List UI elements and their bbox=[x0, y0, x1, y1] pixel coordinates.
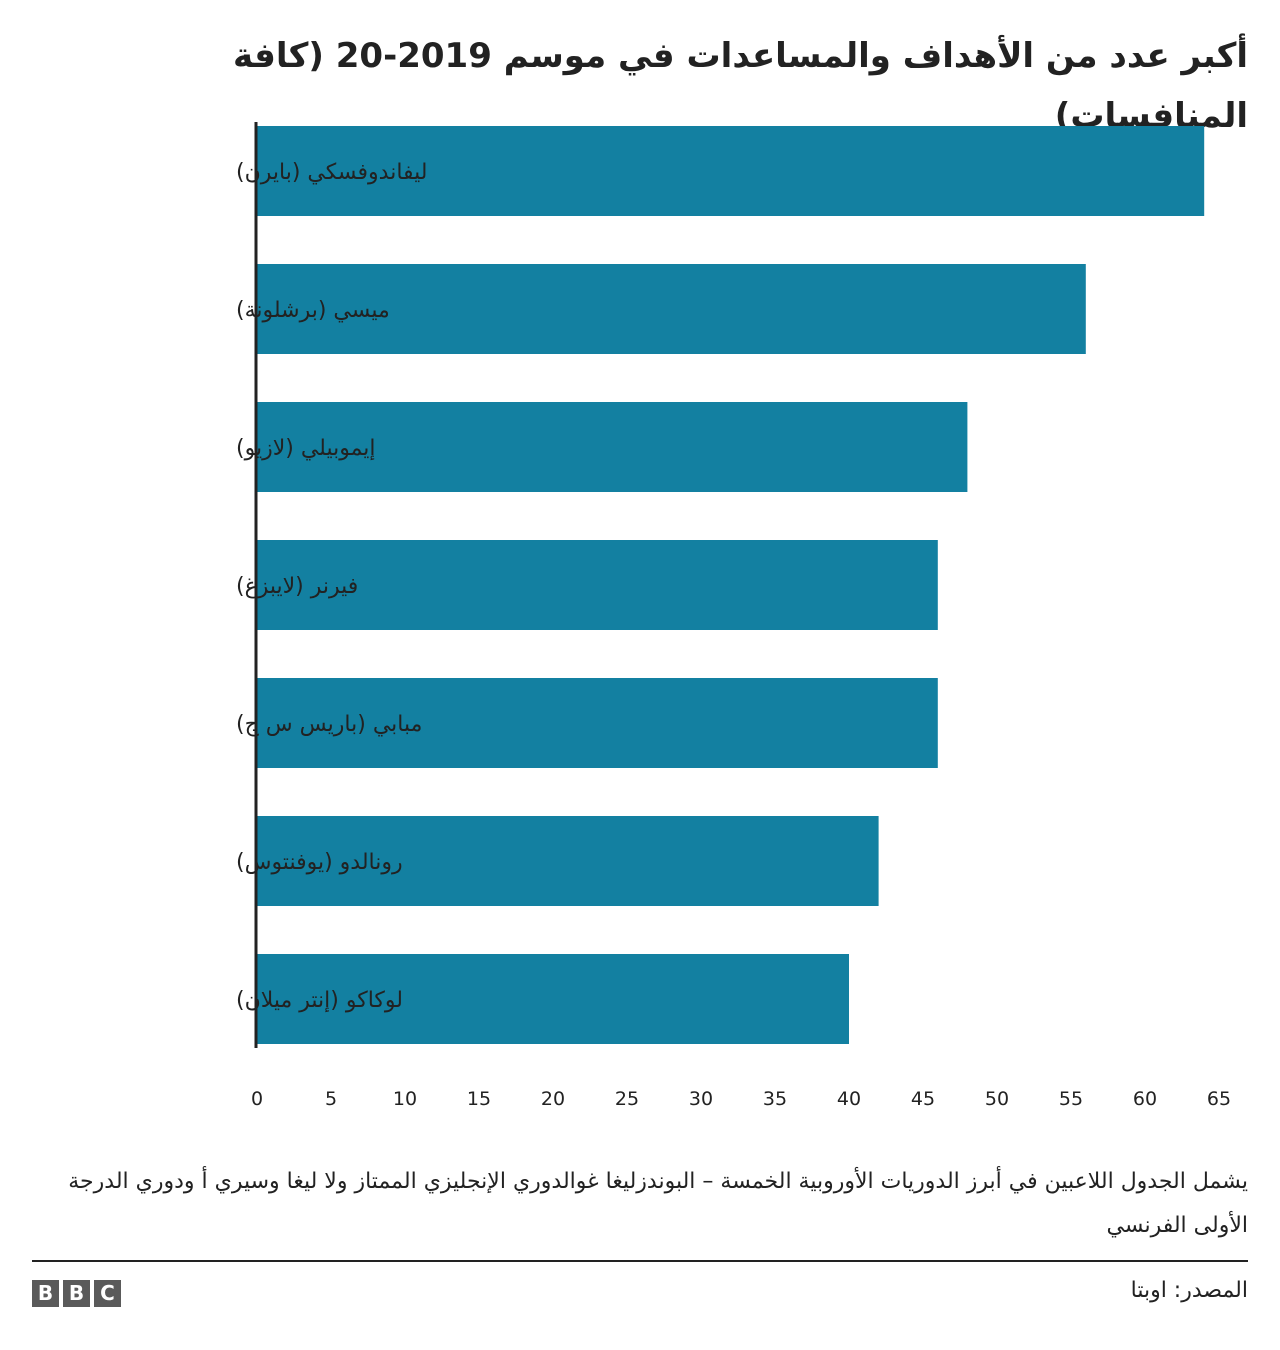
bar bbox=[257, 126, 1205, 216]
bar bbox=[257, 402, 968, 492]
chart-note: يشمل الجدول اللاعبين في أبرز الدوريات ال… bbox=[68, 1169, 1248, 1238]
x-tick-label: 40 bbox=[837, 1088, 861, 1110]
category-labels: ليفاندوفسكي (بايرن) ميسي (برشلونة) إيموبيل… bbox=[236, 160, 428, 1013]
bbc-logo-letter: B bbox=[63, 1280, 90, 1307]
category-label: ميسي (برشلونة) bbox=[236, 298, 390, 323]
x-tick-label: 10 bbox=[393, 1088, 417, 1110]
x-axis-ticks: 0 5 10 15 20 25 30 35 40 45 50 55 60 65 bbox=[251, 1088, 1231, 1110]
bar bbox=[257, 954, 849, 1044]
bbc-logo-letter: C bbox=[94, 1280, 121, 1307]
x-tick-label: 45 bbox=[911, 1088, 935, 1110]
bar bbox=[257, 264, 1086, 354]
x-tick-label: 35 bbox=[763, 1088, 787, 1110]
x-tick-label: 65 bbox=[1207, 1088, 1231, 1110]
category-label: فيرنر (لايبزغ) bbox=[236, 574, 358, 599]
x-tick-label: 5 bbox=[325, 1088, 337, 1110]
x-tick-label: 20 bbox=[541, 1088, 565, 1110]
footer-divider bbox=[32, 1260, 1248, 1262]
bar bbox=[257, 678, 938, 768]
x-tick-label: 60 bbox=[1133, 1088, 1157, 1110]
x-tick-label: 25 bbox=[615, 1088, 639, 1110]
x-tick-label: 30 bbox=[689, 1088, 713, 1110]
category-label: إيموبيلي (لازيو) bbox=[236, 436, 376, 461]
x-tick-label: 55 bbox=[1059, 1088, 1083, 1110]
bbc-logo: B B C bbox=[32, 1280, 121, 1307]
chart-title: أكبر عدد من الأهداف والمساعدات في موسم 2… bbox=[232, 36, 1248, 136]
x-tick-label: 0 bbox=[251, 1088, 263, 1110]
bars-group bbox=[257, 126, 1205, 1044]
category-label: لوكاكو (إنتر ميلان) bbox=[236, 988, 403, 1013]
bbc-logo-letter: B bbox=[32, 1280, 59, 1307]
source-label: المصدر: اوبتا bbox=[1130, 1278, 1248, 1303]
category-label: رونالدو (يوفنتوس) bbox=[236, 850, 403, 875]
category-label: ليفاندوفسكي (بايرن) bbox=[236, 160, 428, 185]
x-tick-label: 50 bbox=[985, 1088, 1009, 1110]
x-tick-label: 15 bbox=[467, 1088, 491, 1110]
bar bbox=[257, 540, 938, 630]
bar bbox=[257, 816, 879, 906]
category-label: مبابي (باريس س ج) bbox=[236, 712, 422, 737]
bar-chart: ليفاندوفسكي (بايرن) ميسي (برشلونة) إيموبيل… bbox=[236, 122, 1231, 1110]
